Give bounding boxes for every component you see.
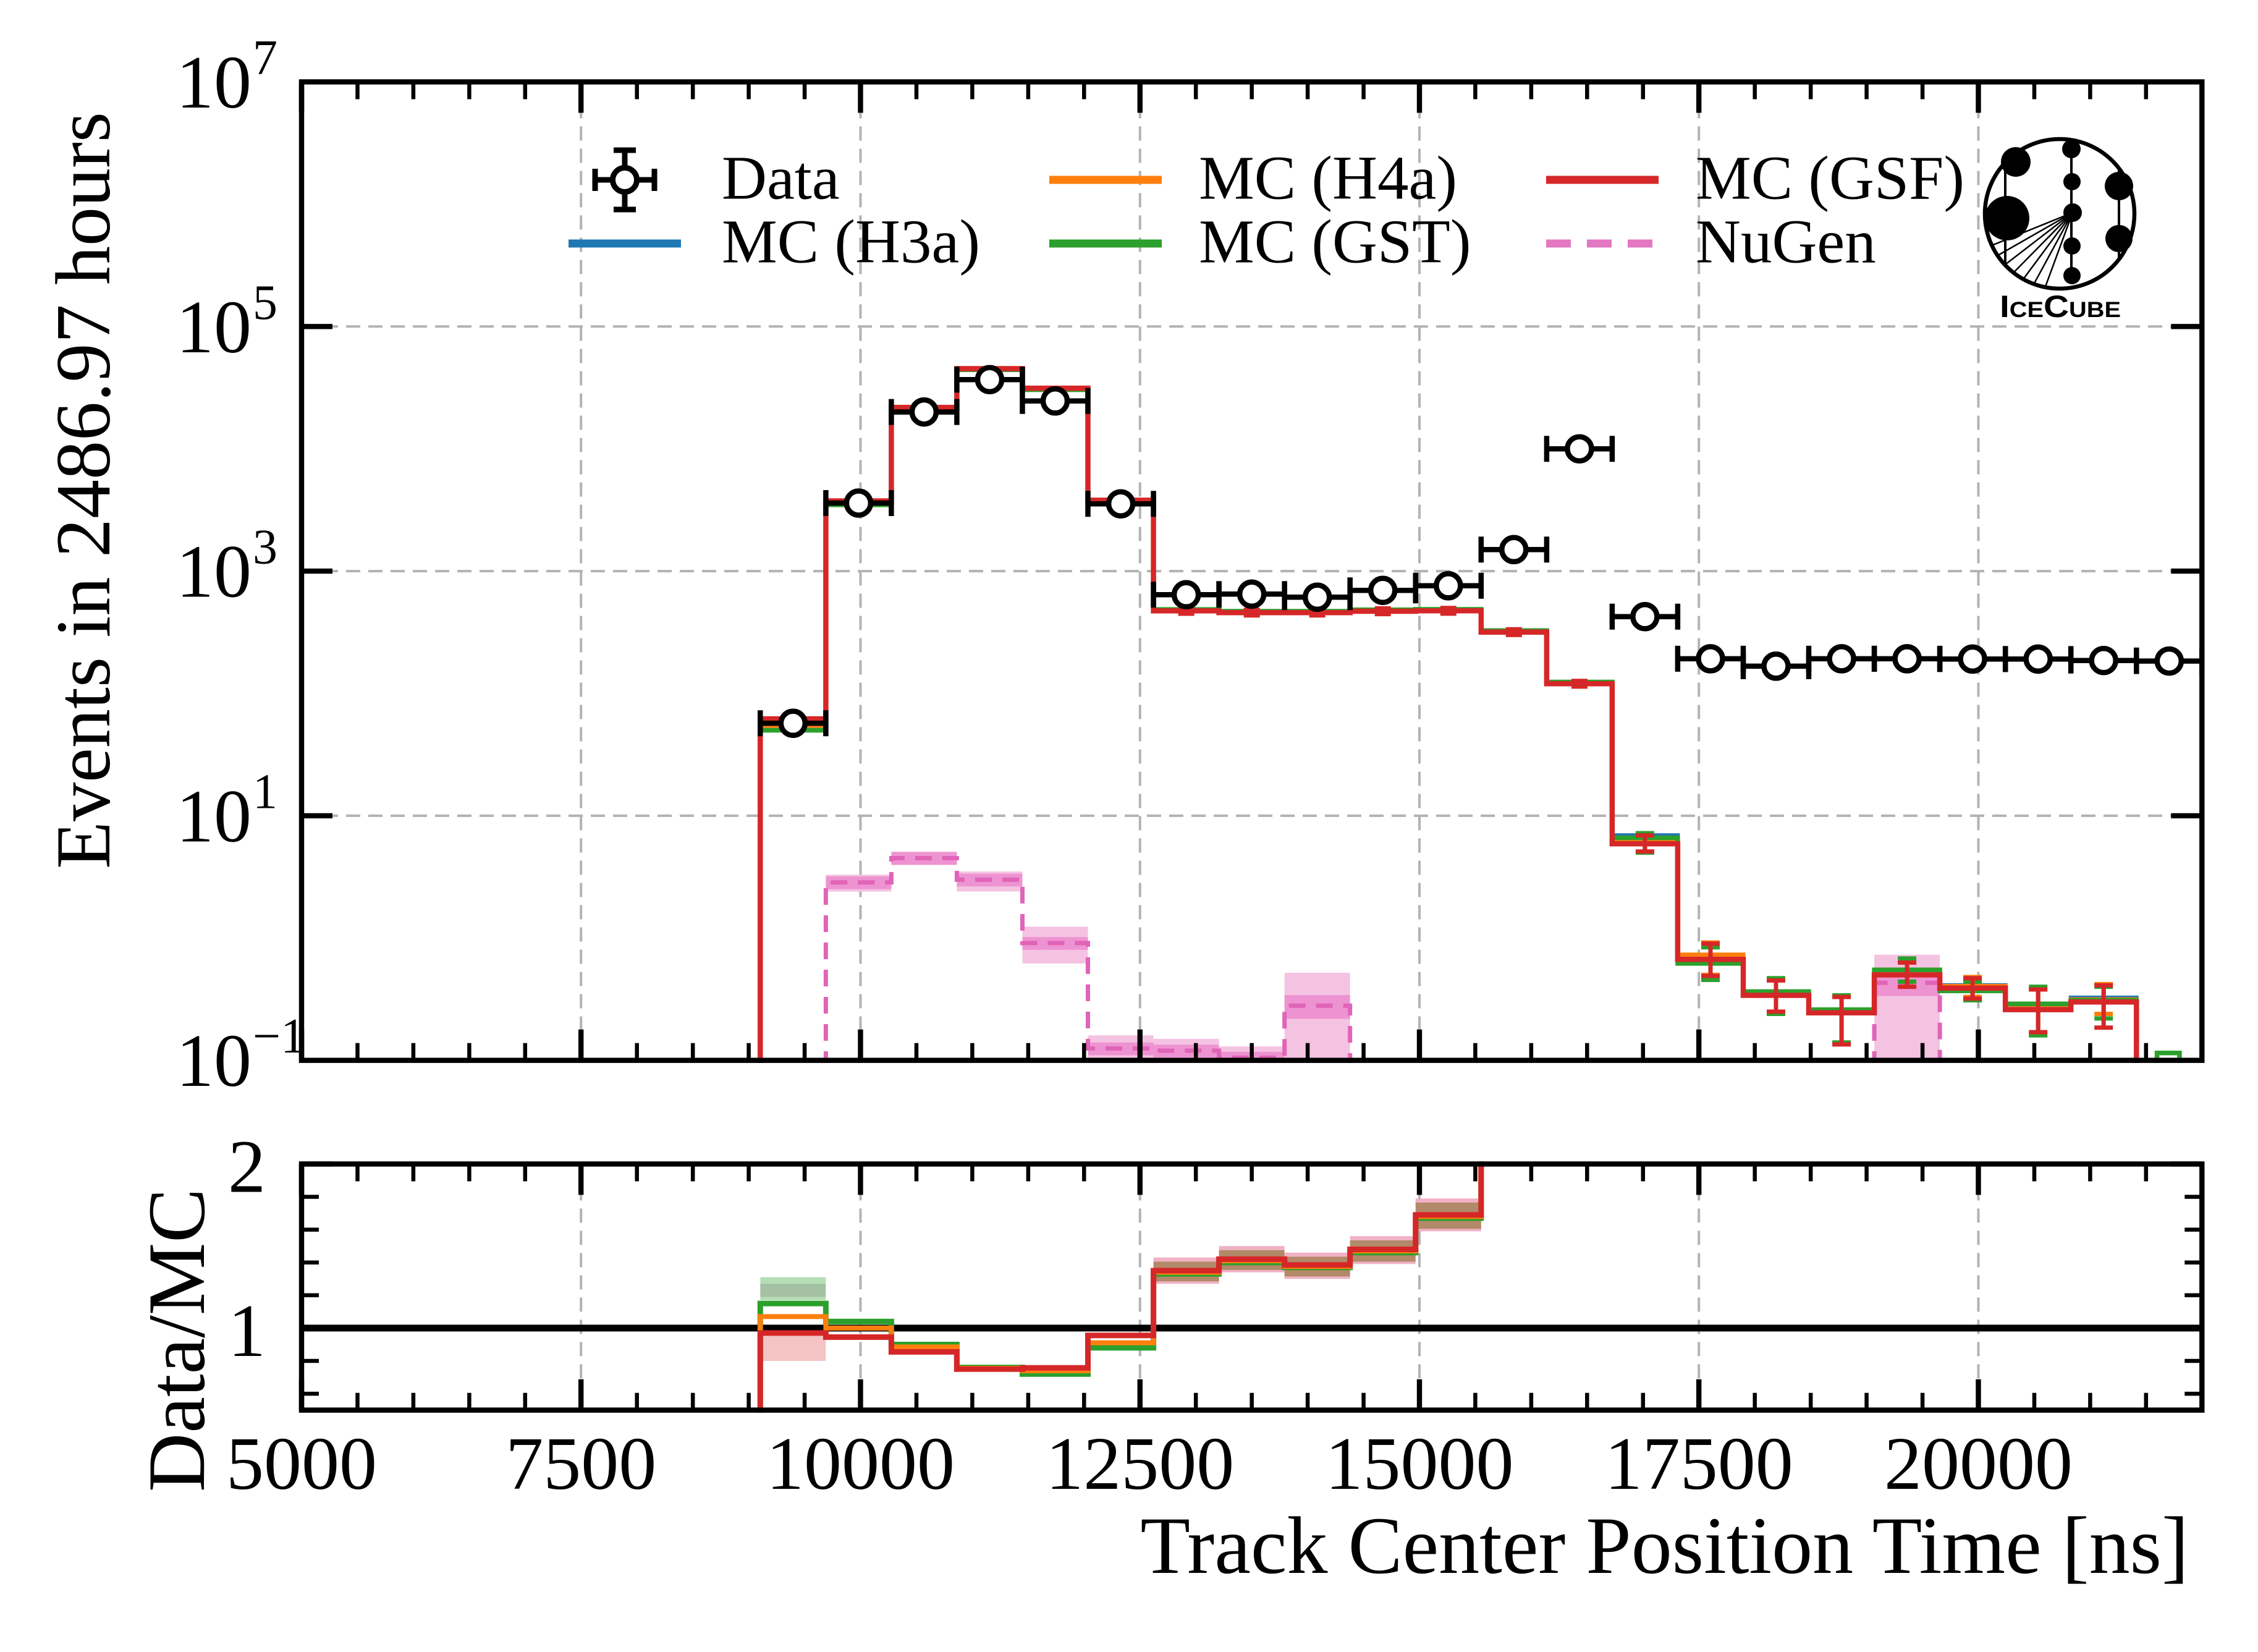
svg-text:−1: −1 [253,1009,305,1064]
svg-text:Data/MC: Data/MC [131,1188,222,1492]
svg-text:Events in 2486.97 hours: Events in 2486.97 hours [41,112,127,869]
svg-text:Data: Data [722,143,840,212]
svg-text:2: 2 [228,1125,266,1209]
svg-text:12500: 12500 [1046,1422,1234,1506]
svg-text:5: 5 [253,276,277,330]
svg-text:MC (GST): MC (GST) [1199,206,1471,276]
svg-text:20000: 20000 [1884,1422,2073,1506]
svg-text:10: 10 [176,530,252,614]
svg-text:10: 10 [176,41,252,124]
svg-text:15000: 15000 [1326,1422,1514,1506]
svg-text:MC (H3a): MC (H3a) [722,206,980,276]
svg-text:7500: 7500 [505,1422,656,1506]
svg-text:3: 3 [253,520,277,575]
svg-text:MC (GSF): MC (GSF) [1696,143,1964,212]
svg-text:7: 7 [253,31,277,85]
svg-text:NuGen: NuGen [1696,206,1876,276]
svg-text:IceCube: IceCube [2000,289,2121,324]
svg-text:5000: 5000 [226,1422,377,1506]
svg-text:17500: 17500 [1605,1422,1793,1506]
svg-text:1: 1 [253,765,277,819]
svg-text:Track Center Position Time [ns: Track Center Position Time [ns] [1140,1500,2189,1591]
svg-text:10: 10 [176,286,252,369]
svg-text:10: 10 [176,1019,252,1103]
svg-text:MC (H4a): MC (H4a) [1199,143,1457,212]
svg-text:1: 1 [228,1289,266,1373]
svg-text:10: 10 [176,774,252,858]
svg-text:10000: 10000 [766,1422,955,1506]
